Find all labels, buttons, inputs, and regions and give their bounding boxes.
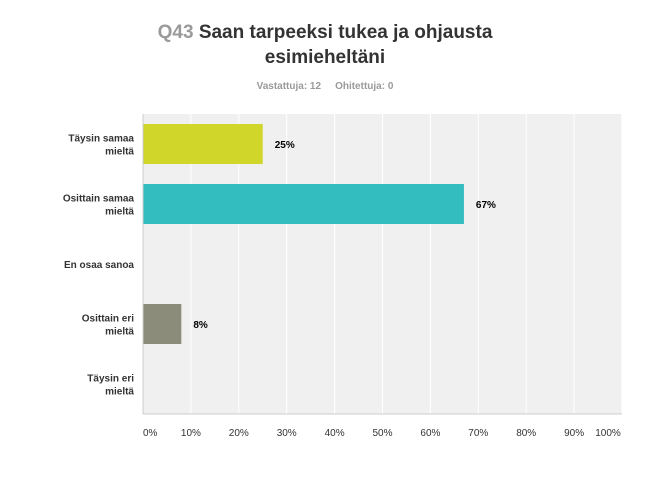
x-tick-label: 20%: [229, 428, 249, 439]
x-tick-label: 40%: [325, 428, 345, 439]
bar: [143, 124, 263, 164]
response-stats: Vastattuja: 12 Ohitettuja: 0: [0, 81, 650, 92]
skipped-count: Ohitettuja: 0: [335, 81, 394, 92]
chart-title: Q43 Saan tarpeeksi tukea ja ohjausta esi…: [120, 20, 530, 70]
category-label: En osaa sanoa: [64, 260, 134, 271]
x-tick-label: 50%: [372, 428, 392, 439]
category-label: Osittain samaa mieltä: [63, 194, 135, 218]
x-tick-label: 0%: [143, 428, 158, 439]
x-tick-label: 30%: [277, 428, 297, 439]
question-number: Q43: [157, 22, 194, 43]
category-label: Osittain eri mieltä: [82, 314, 135, 338]
answered-count: Vastattuja: 12: [256, 81, 322, 92]
data-label: 8%: [193, 320, 208, 331]
category-label: Täysin samaa mieltä: [68, 134, 134, 158]
x-tick-label: 80%: [516, 428, 536, 439]
x-tick-label: 60%: [420, 428, 440, 439]
data-label: 67%: [476, 200, 496, 211]
x-tick-label: 70%: [468, 428, 488, 439]
question-text: Saan tarpeeksi tukea ja ohjausta esimieh…: [198, 22, 493, 68]
category-label: Täysin eri mieltä: [87, 374, 134, 398]
x-tick-label: 100%: [595, 428, 621, 439]
x-tick-label: 90%: [564, 428, 584, 439]
bar: [143, 304, 182, 344]
bar: [143, 184, 464, 224]
x-tick-label: 10%: [181, 428, 201, 439]
data-label: 25%: [275, 140, 295, 151]
